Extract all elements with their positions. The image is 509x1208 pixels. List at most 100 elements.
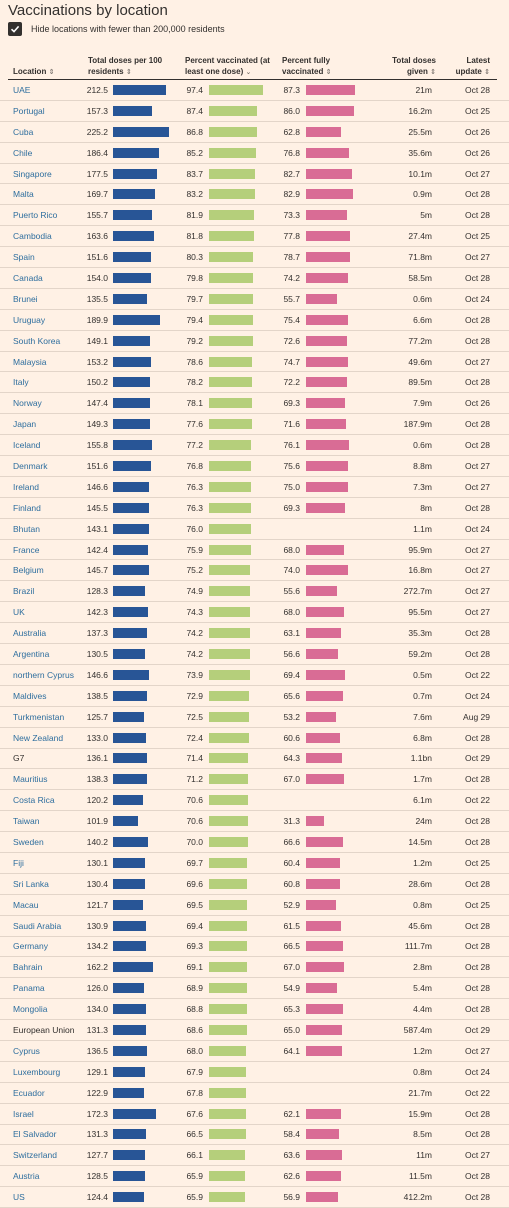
fully-bar <box>306 1129 339 1140</box>
fully-bar <box>306 1171 342 1182</box>
location-link[interactable]: Finland <box>13 502 41 513</box>
column-header-location[interactable]: Location ⇕ <box>13 66 54 78</box>
checkbox[interactable] <box>8 22 22 36</box>
location-link[interactable]: Brazil <box>13 586 35 597</box>
location-link[interactable]: Norway <box>13 398 42 409</box>
location-link[interactable]: Iceland <box>13 440 41 451</box>
doses-bar <box>113 168 158 179</box>
location-link[interactable]: Australia <box>13 628 47 639</box>
location-link: G7 <box>13 753 25 764</box>
doses-value: 128.5 <box>86 1171 108 1182</box>
location-link[interactable]: Turkmenistan <box>13 711 65 722</box>
location-link[interactable]: Maldives <box>13 690 47 701</box>
table-row: Norway 147.4 78.1 69.3 7.9m Oct 26 <box>0 393 509 415</box>
location-link[interactable]: Portugal <box>13 105 45 116</box>
location-link[interactable]: UK <box>13 607 25 618</box>
location-link[interactable]: Ireland <box>13 481 39 492</box>
total-doses-value: 25.5m <box>408 126 432 137</box>
vaccinated-bar <box>209 690 250 701</box>
location-link[interactable]: Saudi Arabia <box>13 920 62 931</box>
location-link[interactable]: Costa Rica <box>13 795 55 806</box>
column-header-vaccinated[interactable]: Percent vaccinated (at least one dose) ⌄ <box>185 55 277 78</box>
fully-bar <box>306 837 344 847</box>
vaccinated-value: 74.2 <box>186 648 203 659</box>
location-link[interactable]: Canada <box>13 272 43 283</box>
location-link[interactable]: El Salvador <box>13 1129 57 1140</box>
table-row: Cambodia 163.6 81.8 77.8 27.4m Oct 25 <box>0 226 509 248</box>
total-doses-value: 14.5m <box>408 837 432 847</box>
fully-bar <box>306 252 351 263</box>
vaccinated-bar <box>209 628 250 639</box>
hide-small-locations-filter[interactable]: Hide locations with fewer than 200,000 r… <box>8 21 225 37</box>
location-link[interactable]: New Zealand <box>13 732 64 743</box>
fully-value: 61.5 <box>283 920 300 931</box>
location-link[interactable]: Italy <box>13 377 29 388</box>
doses-value: 151.6 <box>86 252 108 263</box>
column-header-doses[interactable]: Total doses per 100 residents ⇕ <box>88 55 178 78</box>
location-link[interactable]: Cyprus <box>13 1045 40 1056</box>
location-link[interactable]: Bhutan <box>13 523 40 534</box>
vaccinated-value: 87.4 <box>186 105 203 116</box>
total-doses-value: 6.6m <box>413 314 432 325</box>
location-link[interactable]: Panama <box>13 983 45 994</box>
doses-value: 129.1 <box>86 1066 108 1077</box>
location-link[interactable]: Israel <box>13 1108 34 1119</box>
total-doses-value: 45.6m <box>408 920 432 931</box>
vaccinated-value: 71.4 <box>186 753 203 764</box>
latest-update-value: Oct 28 <box>464 1108 490 1119</box>
location-link[interactable]: Germany <box>13 941 48 952</box>
total-doses-value: 89.5m <box>408 377 432 388</box>
location-link[interactable]: Cuba <box>13 126 34 137</box>
location-link[interactable]: Chile <box>13 147 33 158</box>
location-link[interactable]: Argentina <box>13 648 50 659</box>
location-link[interactable]: Mongolia <box>13 1004 48 1015</box>
location-link[interactable]: Japan <box>13 419 37 430</box>
location-link[interactable]: Singapore <box>13 168 52 179</box>
fully-value: 67.0 <box>283 774 300 785</box>
total-doses-value: 11.5m <box>409 1171 432 1182</box>
vaccinated-bar <box>209 1192 246 1203</box>
total-doses-value: 272.7m <box>403 586 432 597</box>
location-link[interactable]: Puerto Rico <box>13 210 58 221</box>
location-link[interactable]: Sri Lanka <box>13 878 49 889</box>
vaccinated-bar <box>209 335 253 346</box>
vaccinated-value: 78.1 <box>186 398 203 409</box>
location-link[interactable]: UAE <box>13 84 31 95</box>
location-link[interactable]: Cambodia <box>13 231 52 242</box>
vaccinated-bar <box>209 314 253 325</box>
vaccinated-value: 76.3 <box>186 481 203 492</box>
column-header-total[interactable]: Total doses given ⇕ <box>386 55 436 78</box>
fully-value: 86.0 <box>283 105 300 116</box>
location-link[interactable]: Sweden <box>13 837 44 847</box>
location-link[interactable]: Austria <box>13 1171 40 1182</box>
column-header-fully[interactable]: Percent fully vaccinated ⇕ <box>282 55 344 78</box>
location-link[interactable]: Switzerland <box>13 1150 57 1161</box>
location-link[interactable]: Macau <box>13 899 39 910</box>
location-link[interactable]: Spain <box>13 252 35 263</box>
location-link[interactable]: US <box>13 1192 25 1203</box>
vaccinated-bar <box>209 753 249 764</box>
vaccinated-value: 69.1 <box>186 962 203 973</box>
location-link[interactable]: Denmark <box>13 460 48 471</box>
vaccinated-value: 68.8 <box>186 1004 203 1015</box>
location-link[interactable]: Luxembourg <box>13 1066 61 1077</box>
location-link[interactable]: Belgium <box>13 565 44 576</box>
table-row: Belgium 145.7 75.2 74.0 16.8m Oct 27 <box>0 560 509 582</box>
location-link[interactable]: Fiji <box>13 857 24 868</box>
location-link[interactable]: Malaysia <box>13 356 47 367</box>
vaccinated-value: 69.5 <box>186 899 203 910</box>
location-link[interactable]: Bahrain <box>13 962 43 973</box>
column-header-update[interactable]: Latest update ⇕ <box>452 55 490 78</box>
doses-bar <box>113 983 145 994</box>
location-link[interactable]: Brunei <box>13 293 38 304</box>
location-link[interactable]: South Korea <box>13 335 61 346</box>
location-link[interactable]: France <box>13 544 40 555</box>
vaccinated-bar <box>209 272 253 283</box>
vaccinated-bar <box>209 1045 247 1056</box>
location-link[interactable]: Malta <box>13 189 34 200</box>
location-link[interactable]: Mauritius <box>13 774 48 785</box>
location-link[interactable]: northern Cyprus <box>13 669 74 680</box>
location-link[interactable]: Ecuador <box>13 1087 45 1098</box>
location-link[interactable]: Uruguay <box>13 314 46 325</box>
location-link[interactable]: Taiwan <box>13 816 40 827</box>
